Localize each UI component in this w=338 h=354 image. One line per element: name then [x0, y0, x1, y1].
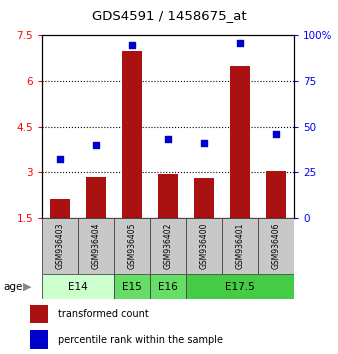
Bar [150, 218, 186, 274]
Bar [266, 171, 286, 218]
Text: GSM936400: GSM936400 [200, 223, 209, 269]
Text: E15: E15 [122, 282, 142, 292]
Text: E14: E14 [68, 282, 88, 292]
Bar [230, 66, 250, 218]
Bar [30, 304, 48, 323]
Bar [114, 274, 150, 299]
Point [166, 137, 171, 142]
Bar [42, 218, 78, 274]
Bar [42, 274, 114, 299]
Text: GSM936405: GSM936405 [128, 223, 137, 269]
Bar [186, 274, 294, 299]
Bar [150, 274, 186, 299]
Text: ▶: ▶ [23, 282, 32, 292]
Point [237, 40, 243, 46]
Text: GSM936401: GSM936401 [236, 223, 245, 269]
Bar [30, 330, 48, 349]
Text: GSM936404: GSM936404 [92, 223, 101, 269]
Bar [222, 218, 258, 274]
Bar [186, 218, 222, 274]
Bar [78, 218, 114, 274]
Text: percentile rank within the sample: percentile rank within the sample [57, 335, 223, 345]
Point [57, 156, 63, 162]
Text: GDS4591 / 1458675_at: GDS4591 / 1458675_at [92, 10, 246, 22]
Text: GSM936402: GSM936402 [164, 223, 173, 269]
Bar [194, 178, 214, 218]
Bar [122, 51, 142, 218]
Text: GSM936403: GSM936403 [56, 223, 65, 269]
Point [201, 140, 207, 146]
Point [129, 42, 135, 47]
Bar [50, 200, 70, 218]
Point [94, 142, 99, 148]
Text: GSM936406: GSM936406 [271, 223, 281, 269]
Text: E16: E16 [158, 282, 178, 292]
Bar [114, 218, 150, 274]
Text: transformed count: transformed count [57, 309, 148, 319]
Bar [158, 174, 178, 218]
Text: E17.5: E17.5 [225, 282, 255, 292]
Bar [258, 218, 294, 274]
Point [273, 131, 279, 137]
Bar [86, 177, 106, 218]
Text: age: age [3, 282, 23, 292]
